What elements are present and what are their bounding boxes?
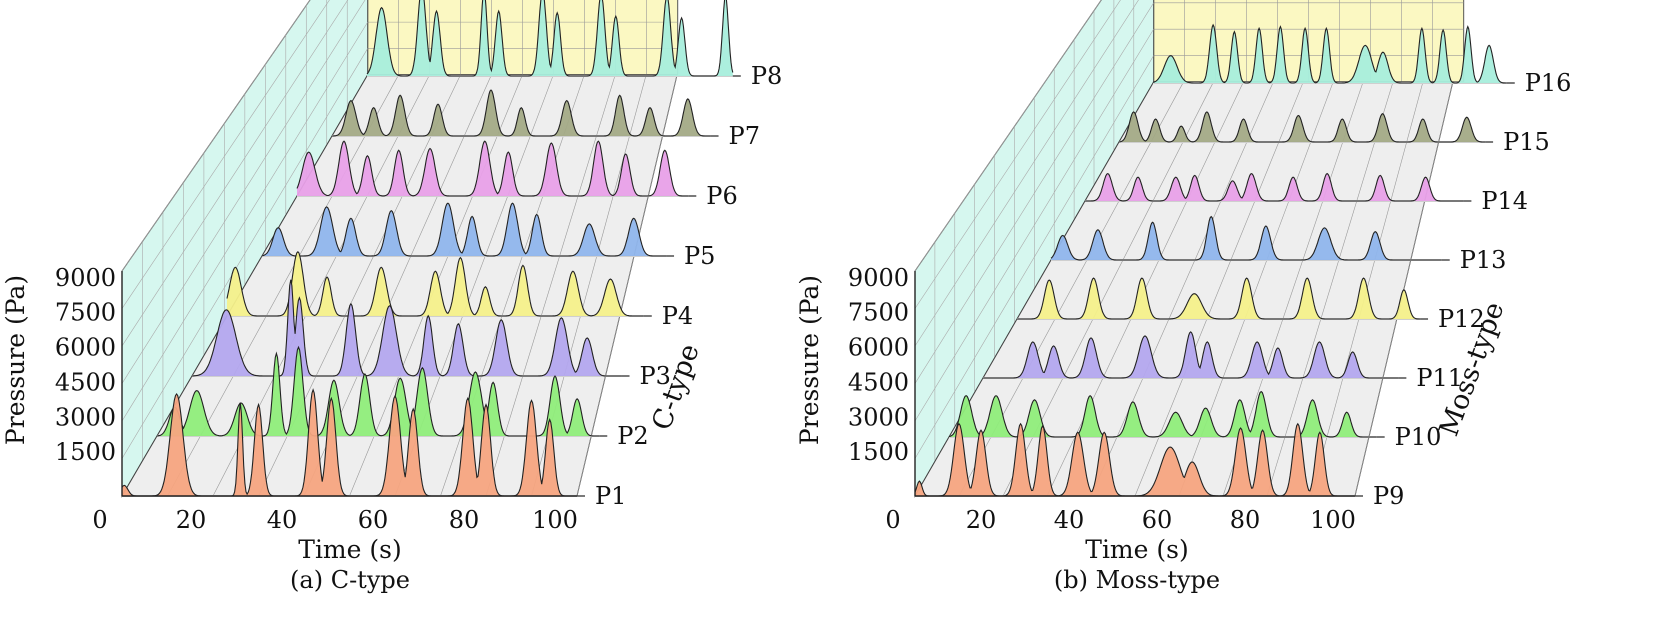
series-line — [332, 89, 711, 137]
series-line — [1118, 111, 1486, 143]
series-line — [296, 140, 689, 197]
series-area — [1051, 216, 1442, 260]
y-axis-label: Pressure (Pa) — [1, 275, 30, 445]
series-line — [1017, 277, 1420, 320]
series-label-p10: P10 — [1395, 423, 1442, 451]
x-tick-label: 20 — [176, 506, 207, 534]
series-line — [1085, 172, 1464, 202]
panel-moss-type: P16 P15 P14 P13 P12 P11 P10 P9 1500 3000 4500 6000 7… — [795, 0, 1571, 594]
series-label-p14: P14 — [1481, 187, 1528, 215]
x-tick-label: 40 — [267, 506, 298, 534]
series-line — [1152, 23, 1507, 84]
series-area — [262, 203, 667, 256]
y-axis-label: Pressure (Pa) — [795, 275, 824, 445]
series-line — [983, 331, 1399, 379]
y-tick-label: 4500 — [848, 368, 909, 396]
series-label-p1: P1 — [595, 482, 626, 510]
series-label-p9: P9 — [1373, 482, 1404, 510]
y-tick-label: 6000 — [55, 334, 116, 362]
series-label-p8: P8 — [751, 62, 782, 90]
series-p16 — [1152, 23, 1515, 84]
series-area — [297, 141, 689, 196]
series-line — [261, 202, 666, 257]
x-axis-label: Time (s) — [298, 535, 401, 564]
y-tick-label: 6000 — [848, 334, 909, 362]
series-label-p6: P6 — [706, 182, 737, 210]
series-area — [332, 90, 711, 136]
y-tick-label: 1500 — [55, 438, 116, 466]
panel-caption: (a) C-type — [290, 566, 410, 594]
series-label-p7: P7 — [729, 122, 760, 150]
x-tick-label: 40 — [1054, 506, 1085, 534]
series-p8 — [366, 0, 741, 77]
series-p12 — [1017, 277, 1429, 320]
panel-caption: (b) Moss-type — [1054, 566, 1220, 594]
series-label-p16: P16 — [1525, 69, 1572, 97]
y-tick-label: 3000 — [55, 403, 116, 431]
series-label-p12: P12 — [1438, 305, 1485, 333]
series-label-p2: P2 — [617, 422, 648, 450]
series-label-p3: P3 — [640, 362, 671, 390]
x-axis-label: Time (s) — [1085, 535, 1188, 564]
series-area — [1085, 173, 1464, 201]
series-p2 — [156, 345, 608, 437]
x-tick-label: 20 — [966, 506, 997, 534]
series-label-p11: P11 — [1416, 364, 1463, 392]
y-tick-label: 7500 — [848, 299, 909, 327]
series-p11 — [983, 331, 1407, 379]
series-area — [157, 347, 600, 436]
x-tick-label: 80 — [1230, 506, 1261, 534]
x-tick-label: 100 — [532, 506, 578, 534]
y-tick-label: 9000 — [848, 264, 909, 292]
series-area — [122, 389, 577, 496]
y-tick-label: 9000 — [55, 264, 116, 292]
series-line — [1050, 215, 1442, 261]
series-area — [983, 331, 1399, 378]
floor — [914, 81, 1454, 497]
series-p13 — [1050, 215, 1450, 261]
series-area — [1017, 278, 1421, 319]
series-p14 — [1085, 172, 1472, 202]
x-tick-label: 100 — [1310, 506, 1356, 534]
y-axis: 1500 3000 4500 6000 7500 9000 — [55, 264, 123, 496]
series-p7 — [332, 89, 719, 137]
x-tick-label: 0 — [885, 506, 900, 534]
series-p5 — [261, 202, 675, 257]
series-area — [915, 423, 1355, 496]
series-label-p15: P15 — [1503, 128, 1550, 156]
x-tick-label: 60 — [1142, 506, 1173, 534]
series-p6 — [296, 140, 697, 197]
y-tick-label: 7500 — [55, 299, 116, 327]
y-axis: 1500 3000 4500 6000 7500 9000 — [848, 264, 916, 496]
series-line — [192, 279, 622, 377]
y-tick-label: 3000 — [848, 403, 909, 431]
series-line — [226, 251, 644, 317]
y-tick-label: 1500 — [848, 438, 909, 466]
series-area — [227, 251, 644, 316]
series-p15 — [1118, 111, 1494, 143]
series-line — [366, 0, 734, 77]
series-area — [1119, 111, 1486, 142]
series-label-p13: P13 — [1460, 246, 1507, 274]
x-tick-label: 80 — [449, 506, 480, 534]
series-p4 — [226, 251, 652, 317]
series-label-p5: P5 — [684, 242, 715, 270]
series-line — [156, 345, 600, 437]
series-label-p4: P4 — [662, 302, 693, 330]
x-tick-label: 60 — [358, 506, 389, 534]
y-tick-label: 4500 — [55, 368, 116, 396]
side-wall — [121, 0, 369, 498]
x-tick-label: 0 — [92, 506, 107, 534]
panel-c-type: P8 P7 P6 P5 P4 P3 P2 P1 1500 3000 4500 6000 7500 9000… — [1, 0, 782, 594]
